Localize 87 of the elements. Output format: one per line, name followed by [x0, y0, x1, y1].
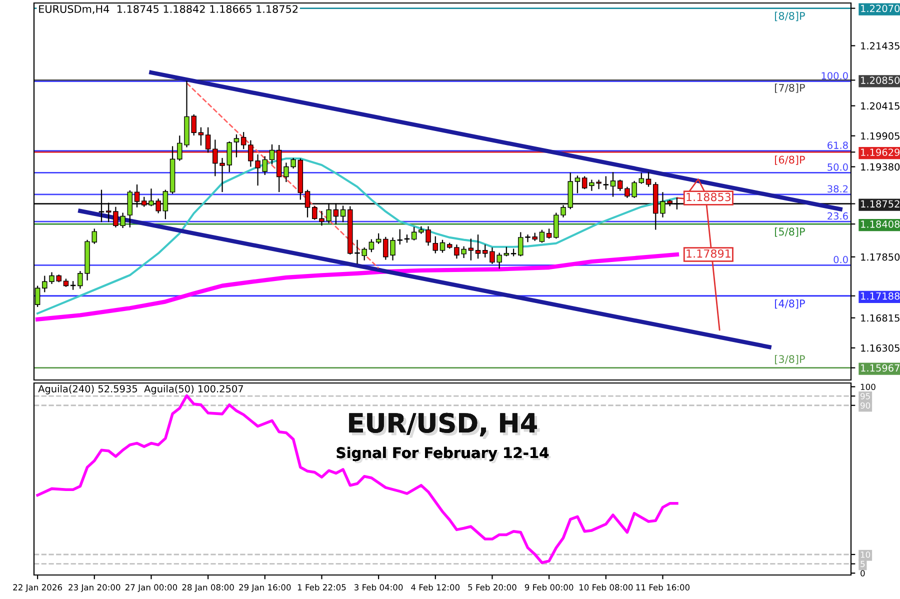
annotation: 50.0: [828, 163, 848, 171]
candlestick: [646, 172, 652, 187]
annotation: 0.0: [834, 256, 848, 264]
y-tick-label: 1.18408: [861, 220, 900, 228]
candlestick: [539, 230, 545, 243]
x-tick-label: 23 Jan 20:00: [68, 584, 120, 592]
ref-line-label: [8/8]P: [775, 12, 805, 22]
y-tick-label: 1.15967: [861, 364, 900, 372]
x-tick-label: 1 Feb 22:05: [298, 584, 346, 590]
y-tick-label: 5: [860, 560, 865, 568]
line-series: [35, 252, 680, 322]
candlestick: [134, 184, 140, 208]
y-tick-label: 1.18752: [861, 200, 900, 208]
y-tick-label: 1.20415: [861, 102, 900, 110]
candlestick: [92, 228, 98, 244]
candlestick: [162, 190, 168, 220]
y-tick-label: 95: [860, 393, 870, 400]
annotation: 38.2: [828, 185, 848, 193]
y-tick-label: 1.16815: [861, 314, 900, 322]
x-tick-label: 10 Feb 08:00: [579, 584, 633, 590]
candlestick: [304, 190, 310, 218]
y-tick-label: 1.20850: [861, 76, 900, 84]
line-series: [36, 157, 678, 314]
y-tick-label: 1.19380: [861, 163, 900, 171]
y-tick-label: 1.16305: [861, 344, 900, 352]
annotation: 61.8: [828, 142, 848, 149]
candlestick: [198, 127, 204, 146]
ref-line-label: [4/8]P: [775, 299, 805, 309]
y-tick-label: 90: [860, 402, 870, 409]
candlestick: [574, 176, 580, 194]
x-tick-label: 28 Jan 08:00: [182, 584, 234, 592]
candlestick: [638, 172, 644, 184]
candlestick: [240, 132, 246, 150]
candlestick: [106, 202, 112, 222]
candlestick: [432, 236, 438, 254]
y-tick-label: 1.17188: [861, 292, 900, 300]
chart-title: EURUSDm,H4 1.18745 1.18842 1.18665 1.18752: [39, 5, 298, 14]
candlestick: [411, 226, 417, 240]
ref-line-label: [3/8]P: [775, 354, 805, 364]
candlestick: [333, 203, 339, 224]
candlestick: [127, 190, 133, 228]
x-tick-label: 29 Jan 16:00: [239, 584, 291, 592]
candlestick: [205, 127, 211, 153]
annotation: 1.17891: [686, 249, 730, 258]
candlestick: [234, 134, 240, 158]
candlestick: [603, 176, 609, 190]
annotation: 100.0: [822, 72, 848, 80]
ref-line-label: [6/8]P: [775, 156, 805, 165]
y-tick-label: 1.17850: [861, 253, 900, 261]
candlestick: [582, 176, 588, 190]
text: Signal For February 12-14: [336, 446, 551, 464]
y-tick-label: 1.19905: [861, 132, 900, 140]
text: EUR/USD, H4: [349, 412, 540, 440]
candlestick: [674, 198, 680, 210]
candlestick: [440, 240, 446, 253]
candlestick: [475, 234, 481, 259]
x-tick-label: 4 Feb 12:00: [411, 584, 460, 590]
y-tick-label: 100: [860, 384, 876, 390]
candlestick: [262, 156, 268, 175]
candlestick: [312, 206, 318, 220]
candlestick: [376, 233, 382, 244]
candlestick: [510, 248, 516, 256]
candlestick: [610, 172, 616, 197]
x-tick-label: 5 Feb 20:00: [468, 584, 516, 590]
x-tick-label: 27 Jan 00:00: [125, 584, 178, 592]
y-tick-label: 0: [860, 570, 865, 576]
ref-line-label: [7/8]P: [775, 84, 805, 93]
x-tick-label: 9 Feb 00:00: [524, 584, 574, 590]
x-tick-label: 3 Feb 04:00: [354, 584, 403, 590]
candlestick: [368, 239, 374, 252]
candlestick: [269, 144, 275, 164]
candlestick: [98, 190, 104, 222]
y-tick-label: 10: [860, 551, 870, 558]
x-tick-label: 22 Jan 2026: [13, 584, 62, 592]
annotation: Aguila(240) 52.5935 Aguila(50) 100.2507: [38, 384, 243, 394]
y-tick-label: 1.22070: [861, 4, 900, 12]
y-tick-label: 1.21435: [861, 42, 900, 50]
annotation: 1.18853: [686, 192, 731, 202]
annotation: 23.6: [828, 212, 848, 220]
y-tick-label: 1.19629: [861, 148, 900, 156]
line-series: [36, 394, 678, 564]
candlestick: [340, 206, 346, 222]
candlestick: [617, 180, 623, 191]
candlestick: [482, 244, 488, 258]
candlestick: [468, 238, 474, 260]
x-tick-label: 11 Feb 16:00: [636, 584, 690, 590]
ref-line-label: [5/8]P: [775, 227, 805, 237]
